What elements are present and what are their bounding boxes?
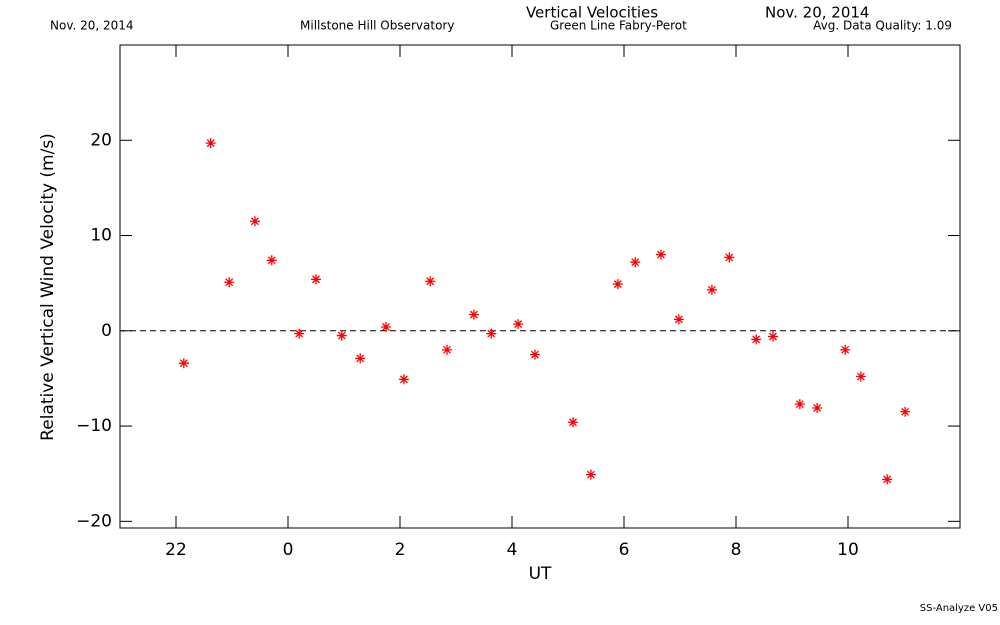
- data-point: [266, 255, 277, 266]
- date-right: Nov. 20, 2014: [765, 4, 869, 22]
- data-point: [812, 402, 823, 413]
- x-tick-label: 8: [731, 540, 742, 560]
- data-point: [882, 474, 893, 485]
- data-point: [486, 328, 497, 339]
- data-point: [630, 257, 641, 268]
- y-axis-label: Relative Vertical Wind Velocity (m/s): [38, 133, 58, 441]
- data-point: [442, 344, 453, 355]
- x-tick-label: 22: [165, 540, 187, 560]
- date-left: Nov. 20, 2014: [50, 19, 134, 33]
- data-point: [178, 358, 189, 369]
- data-point: [513, 319, 524, 330]
- data-point: [585, 469, 596, 480]
- data-point: [311, 274, 321, 285]
- data-point: [205, 138, 216, 149]
- data-point: [294, 328, 305, 339]
- data-point: [336, 330, 347, 341]
- data-point: [767, 331, 778, 342]
- y-tick-label: −20: [76, 511, 112, 531]
- data-point: [425, 276, 436, 287]
- data-point: [751, 334, 762, 345]
- y-tick-label: 20: [90, 130, 112, 150]
- data-point: [249, 216, 260, 227]
- data-point: [855, 371, 866, 382]
- x-tick-label: 0: [283, 540, 294, 560]
- plot-frame: [119, 44, 961, 529]
- data-point: [529, 349, 540, 360]
- x-axis-label: UT: [529, 564, 552, 584]
- y-tick-label: 0: [101, 321, 112, 341]
- footer: SS-Analyze V05: [920, 603, 998, 614]
- y-tick-label: −10: [76, 416, 112, 436]
- data-point: [398, 374, 409, 385]
- data-point: [381, 321, 391, 332]
- x-tick-label: 4: [507, 540, 518, 560]
- data-point: [673, 314, 684, 325]
- data-quality: Avg. Data Quality: 1.09: [813, 19, 952, 33]
- y-tick-label: 10: [90, 226, 112, 246]
- x-tick-label: 2: [395, 540, 406, 560]
- data-point: [568, 417, 579, 428]
- instrument: Green Line Fabry-Perot: [550, 19, 687, 33]
- data-point: [612, 279, 623, 290]
- x-tick-label: 6: [619, 540, 630, 560]
- data-point: [900, 406, 911, 417]
- x-tick-label: 10: [837, 540, 859, 560]
- data-point: [655, 249, 666, 260]
- data-point: [840, 344, 851, 355]
- data-point: [355, 353, 366, 364]
- data-point: [468, 309, 479, 320]
- observatory: Millstone Hill Observatory: [300, 19, 454, 33]
- data-point: [724, 252, 735, 263]
- data-point: [706, 284, 717, 295]
- chart-title: Vertical Velocities: [526, 4, 658, 22]
- data-point: [224, 277, 235, 288]
- data-point: [794, 399, 805, 410]
